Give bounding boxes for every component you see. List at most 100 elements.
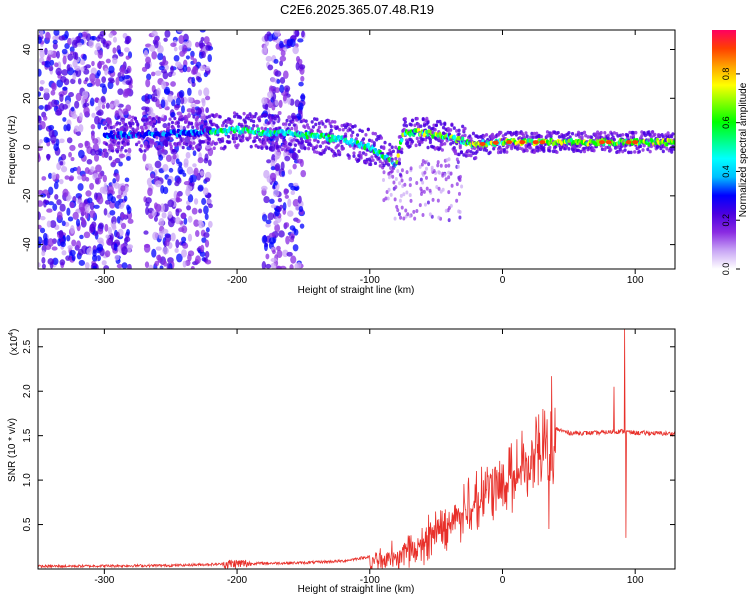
- spectrogram-noise-cell: [38, 146, 43, 151]
- spectrogram-noise-cell: [89, 223, 95, 233]
- spectrogram-ridge-halo: [426, 145, 430, 150]
- spectrogram-ridge-halo: [671, 132, 675, 136]
- spectrogram-tail-cell: [457, 191, 461, 196]
- spectrogram-noise-cell: [273, 180, 278, 186]
- spectrogram-ridge-halo: [238, 135, 243, 140]
- spectrogram-tail-cell: [398, 198, 402, 203]
- spectrogram-noise-cell: [80, 31, 88, 37]
- spectrogram-noise-cell: [278, 230, 285, 238]
- spectrogram-ridge-halo: [131, 121, 135, 126]
- spectrogram-noise-cell: [38, 224, 42, 230]
- spectrogram-noise-cell: [75, 92, 82, 102]
- spectrogram-ridge-halo: [400, 147, 404, 152]
- spectrogram-noise-cell: [46, 153, 51, 161]
- spectrogram-ridge-halo: [532, 131, 536, 136]
- snr-x-tick-label: -200: [227, 575, 247, 586]
- spectrogram-ridge-halo: [410, 139, 415, 144]
- spectrogram-ridge-halo: [416, 122, 421, 127]
- spectrogram-ridge-halo: [592, 148, 596, 153]
- spectrogram-noise-cell: [162, 123, 168, 129]
- spectrogram-noise-cell: [114, 254, 120, 261]
- spectrogram-ridge-halo: [496, 150, 501, 155]
- spectrogram-tail-cell: [458, 210, 462, 215]
- spectrogram-ridge-halo: [160, 138, 164, 142]
- spectrogram-ridge-halo: [556, 130, 560, 135]
- spectrogram-ridge-halo: [471, 151, 476, 156]
- spectrogram-noise-cell: [143, 50, 149, 58]
- spectrogram-ridge-halo: [192, 115, 196, 119]
- spectrogram-tail-cell: [458, 178, 462, 183]
- spectrogram-tail-cell: [423, 202, 427, 207]
- spectrogram-ridge-halo: [400, 150, 404, 155]
- spectrogram-noise-cell: [78, 259, 86, 266]
- spectrogram-ridge-halo: [115, 128, 120, 132]
- spectrogram-tail-cell: [449, 203, 453, 208]
- spectrogram-noise-cell: [159, 265, 164, 269]
- spectrogram-ridge-halo: [129, 123, 133, 128]
- snr-y-tick-label: 2.5: [22, 339, 33, 353]
- spectrogram-noise-cell: [103, 208, 108, 216]
- spectrogram-ridge-halo: [212, 146, 216, 150]
- spectrogram-ridge-halo: [650, 130, 655, 134]
- spectrogram-ridge-halo: [180, 114, 184, 119]
- spectrogram-noise-cell: [116, 263, 123, 269]
- spectrogram-ridge-halo: [631, 133, 636, 138]
- spectrogram-ridge-halo: [284, 122, 288, 126]
- spectrogram-noise-cell: [193, 99, 201, 105]
- spectrogram-noise-cell: [300, 169, 307, 178]
- spectrogram-noise-cell: [172, 154, 177, 160]
- spectrogram-tail-cell: [400, 168, 404, 173]
- spectrogram-tail-cell: [418, 203, 422, 208]
- spectrogram-ridge-halo: [453, 149, 458, 153]
- spectrogram-tail-cell: [460, 184, 464, 189]
- spectrogram-noise-cell: [85, 190, 92, 197]
- spectrogram-noise-cell: [164, 30, 171, 38]
- snr-x-tick-label: -100: [360, 575, 380, 586]
- spectrogram-ridge-halo: [482, 134, 486, 138]
- spectrogram-noise-cell: [74, 125, 80, 133]
- spectrogram-ridge-halo: [117, 141, 121, 145]
- spectrogram-noise-cell: [178, 35, 185, 45]
- spectrogram-noise-cell: [104, 250, 111, 258]
- spectrogram-ridge-halo: [551, 149, 556, 154]
- spectrogram-noise-cell: [287, 198, 292, 208]
- spectrogram-noise-cell: [47, 258, 55, 265]
- spectrogram-noise-cell: [72, 51, 77, 60]
- spectrogram-noise-cell: [146, 177, 153, 187]
- spectrogram-noise-cell: [50, 99, 58, 108]
- spectrogram-ridge-halo: [103, 148, 108, 153]
- spectrogram-noise-cell: [38, 236, 43, 245]
- spectrogram-noise-cell: [170, 111, 176, 118]
- spectrogram-noise-cell: [82, 53, 87, 61]
- spectrogram-noise-cell: [52, 35, 59, 42]
- spectrogram-ridge-halo: [525, 134, 529, 138]
- spectrogram-ridge-halo: [463, 133, 467, 138]
- spectrogram-noise-cell: [182, 64, 188, 73]
- spectrogram-noise-cell: [79, 59, 86, 66]
- spectrogram-ridge-halo: [414, 143, 418, 148]
- spectrogram-hotspot: [519, 140, 526, 145]
- spectrogram-noise-cell: [265, 223, 271, 228]
- spectrogram-noise-cell: [52, 39, 58, 45]
- spectrogram-noise-cell: [53, 181, 59, 190]
- spectrogram-ridge-halo: [151, 141, 155, 145]
- spectrogram-noise-cell: [148, 166, 154, 172]
- spectrogram-ridge-halo: [265, 146, 269, 150]
- spectrogram-ridge-halo: [117, 115, 121, 120]
- spectrogram-noise-cell: [170, 81, 176, 87]
- spectrogram-noise-cell: [81, 90, 89, 100]
- spectrogram-noise-cell: [102, 174, 108, 183]
- spectrogram-noise-cell: [107, 185, 114, 194]
- spectrogram-noise-cell: [266, 159, 272, 164]
- spectrogram-ridge-halo: [525, 148, 529, 153]
- spectrogram-noise-cell: [71, 39, 79, 49]
- spectrogram-ridge-halo: [348, 128, 352, 132]
- spectrogram-noise-cell: [39, 80, 45, 85]
- spectrogram-ridge-halo: [640, 130, 644, 134]
- spectrogram-ridge-halo: [464, 154, 468, 158]
- spectrogram-noise-cell: [62, 117, 67, 122]
- spectrogram-ridge-halo: [157, 144, 161, 149]
- spectrogram-noise-cell: [285, 235, 290, 245]
- spectrogram-ridge-halo: [130, 131, 134, 135]
- spectrogram-ridge-halo: [582, 146, 587, 151]
